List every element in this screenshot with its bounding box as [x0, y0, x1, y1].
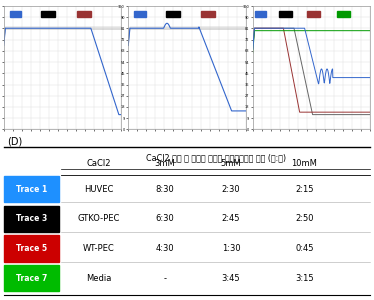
Text: 1:30: 1:30 [222, 244, 240, 253]
Bar [279, 11, 292, 17]
Bar [4, 235, 59, 262]
Text: 10mM: 10mM [291, 158, 317, 167]
Bar [201, 11, 215, 17]
Text: CaCl2: CaCl2 [87, 158, 111, 167]
Text: Trace 7: Trace 7 [16, 274, 47, 283]
Text: 2:50: 2:50 [295, 214, 313, 223]
Bar [337, 11, 350, 17]
Text: 4:30: 4:30 [156, 244, 174, 253]
Text: GTKO-PEC: GTKO-PEC [78, 214, 120, 223]
Text: 6:30: 6:30 [156, 214, 174, 223]
Text: Media: Media [86, 274, 112, 283]
Text: 2:15: 2:15 [295, 184, 313, 194]
Bar [4, 176, 59, 202]
Bar [10, 11, 21, 17]
Bar [307, 11, 320, 17]
Bar [42, 11, 55, 17]
Text: CaCl2 첨가 후 혈소판 응집이 일어나기까지 시간 (분:초): CaCl2 첨가 후 혈소판 응집이 일어나기까지 시간 (분:초) [146, 153, 286, 162]
Text: HUVEC: HUVEC [85, 184, 114, 194]
Bar [4, 206, 59, 232]
Bar [134, 11, 146, 17]
Text: 8:30: 8:30 [156, 184, 174, 194]
Bar [4, 265, 59, 291]
Text: 0:45: 0:45 [295, 244, 313, 253]
Bar [166, 11, 180, 17]
Text: Trace 5: Trace 5 [16, 244, 47, 253]
Text: Trace 1: Trace 1 [16, 184, 47, 194]
Text: 3:45: 3:45 [222, 274, 240, 283]
Text: Trace 3: Trace 3 [16, 214, 47, 223]
Bar [255, 11, 266, 17]
Text: WT-PEC: WT-PEC [83, 244, 115, 253]
Bar [77, 11, 91, 17]
Text: 2:30: 2:30 [222, 184, 240, 194]
Text: 3mM: 3mM [154, 158, 175, 167]
Text: 2:45: 2:45 [222, 214, 240, 223]
Text: (D): (D) [7, 136, 23, 146]
Text: 3:15: 3:15 [295, 274, 313, 283]
Text: -: - [163, 274, 166, 283]
Text: 5mM: 5mM [221, 158, 241, 167]
